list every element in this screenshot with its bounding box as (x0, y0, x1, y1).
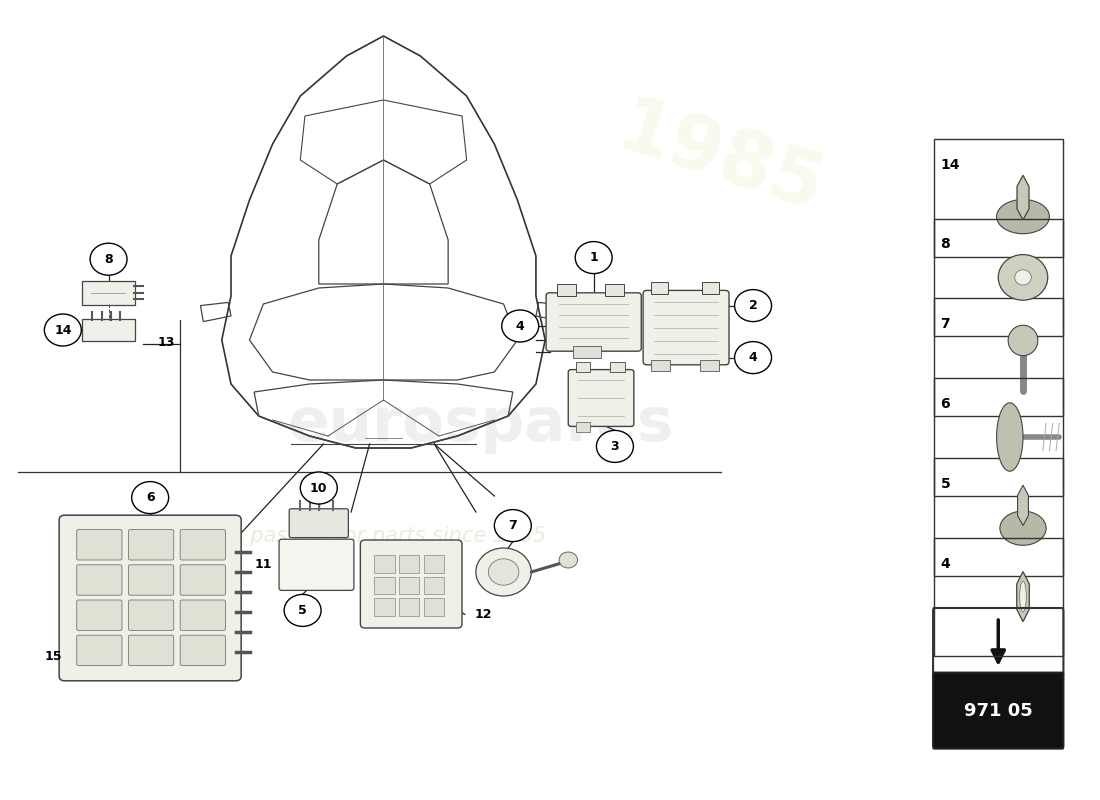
FancyBboxPatch shape (129, 635, 174, 666)
Text: 3: 3 (610, 440, 619, 453)
Bar (934, 298, 1063, 416)
Circle shape (476, 548, 531, 596)
Text: 14: 14 (940, 158, 960, 172)
FancyBboxPatch shape (546, 293, 641, 351)
Polygon shape (1018, 175, 1028, 220)
Bar (575, 362, 591, 372)
Bar (609, 362, 625, 372)
FancyBboxPatch shape (129, 565, 174, 595)
Bar (399, 577, 419, 594)
FancyBboxPatch shape (180, 635, 226, 666)
FancyBboxPatch shape (77, 635, 122, 666)
Ellipse shape (997, 403, 1023, 471)
Bar (374, 577, 395, 594)
Bar (605, 284, 624, 296)
Text: 1985: 1985 (608, 92, 834, 228)
Text: 6: 6 (146, 491, 154, 504)
Bar (575, 422, 591, 432)
Bar (934, 458, 1063, 576)
Text: 4: 4 (749, 351, 758, 364)
Polygon shape (1018, 485, 1028, 526)
Text: 8: 8 (104, 253, 113, 266)
FancyBboxPatch shape (77, 530, 122, 560)
Bar (934, 218, 1063, 336)
Text: a passion for parts since 1985: a passion for parts since 1985 (231, 526, 546, 546)
FancyBboxPatch shape (933, 673, 1064, 749)
Polygon shape (1016, 571, 1030, 622)
Text: eurospares: eurospares (287, 394, 673, 454)
Ellipse shape (1008, 326, 1037, 356)
Circle shape (284, 594, 321, 626)
FancyBboxPatch shape (279, 539, 354, 590)
Text: 7: 7 (940, 318, 950, 331)
Bar (934, 378, 1063, 496)
Text: 971 05: 971 05 (964, 702, 1033, 720)
FancyBboxPatch shape (82, 319, 135, 341)
FancyBboxPatch shape (361, 540, 462, 628)
Circle shape (735, 290, 771, 322)
Ellipse shape (1014, 270, 1032, 285)
Circle shape (488, 559, 519, 586)
Bar (399, 555, 419, 573)
Bar (701, 360, 719, 371)
Circle shape (596, 430, 634, 462)
Bar (558, 284, 575, 296)
Text: 14: 14 (54, 323, 72, 337)
Bar (651, 282, 668, 294)
Circle shape (735, 342, 771, 374)
FancyBboxPatch shape (129, 600, 174, 630)
Bar (573, 346, 601, 358)
Circle shape (132, 482, 168, 514)
Bar (702, 282, 719, 294)
Circle shape (300, 472, 338, 504)
Circle shape (575, 242, 612, 274)
FancyBboxPatch shape (77, 600, 122, 630)
Text: 4: 4 (940, 557, 950, 570)
FancyBboxPatch shape (129, 530, 174, 560)
Text: 13: 13 (157, 336, 175, 349)
Bar (934, 538, 1063, 655)
FancyBboxPatch shape (82, 281, 135, 305)
Text: 5: 5 (940, 477, 950, 491)
FancyBboxPatch shape (59, 515, 241, 681)
Bar (399, 598, 419, 616)
Text: 7: 7 (508, 519, 517, 532)
Circle shape (90, 243, 126, 275)
Circle shape (502, 310, 539, 342)
Circle shape (44, 314, 81, 346)
Text: 1: 1 (590, 251, 598, 264)
FancyBboxPatch shape (77, 565, 122, 595)
Text: 11: 11 (254, 558, 272, 571)
FancyBboxPatch shape (569, 370, 634, 426)
Text: 12: 12 (474, 608, 492, 621)
Bar (425, 577, 444, 594)
Text: 10: 10 (310, 482, 328, 494)
Circle shape (1020, 582, 1026, 612)
Text: 15: 15 (45, 650, 63, 662)
FancyBboxPatch shape (180, 600, 226, 630)
Circle shape (494, 510, 531, 542)
Text: 6: 6 (940, 397, 950, 411)
FancyBboxPatch shape (644, 290, 729, 365)
Bar (374, 555, 395, 573)
Text: 2: 2 (749, 299, 758, 312)
Ellipse shape (999, 254, 1047, 300)
Ellipse shape (1000, 511, 1046, 546)
Text: 4: 4 (516, 319, 525, 333)
Bar (651, 360, 670, 371)
FancyBboxPatch shape (180, 565, 226, 595)
Ellipse shape (997, 199, 1049, 234)
FancyBboxPatch shape (180, 530, 226, 560)
Bar (425, 598, 444, 616)
FancyBboxPatch shape (289, 509, 349, 538)
Circle shape (559, 552, 578, 568)
Bar (934, 138, 1063, 257)
Bar (374, 598, 395, 616)
Text: 5: 5 (298, 604, 307, 617)
Bar (425, 555, 444, 573)
Text: 8: 8 (940, 238, 950, 251)
